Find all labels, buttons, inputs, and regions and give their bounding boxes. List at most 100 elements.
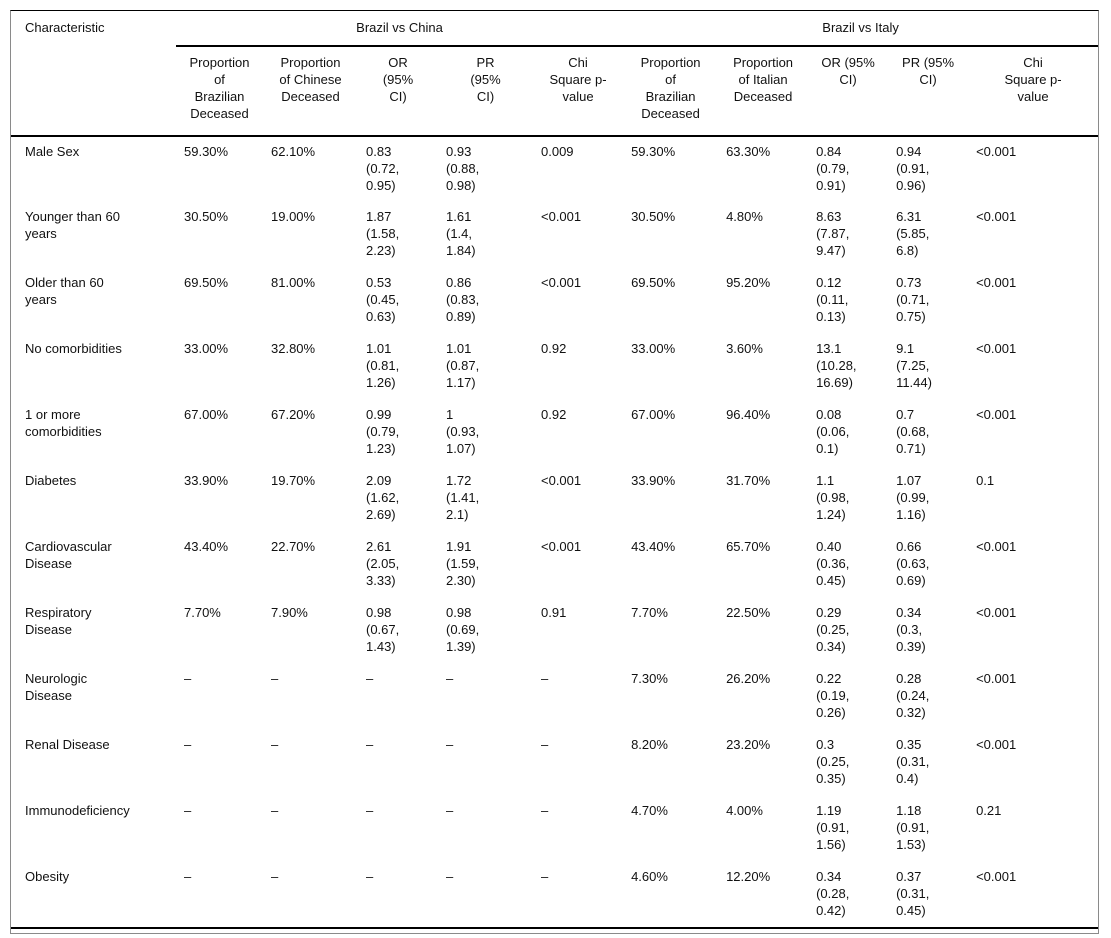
table-row: Obesity – – – – –4.60% 12.20% 0.34 (0.28, 0.42)… (11, 862, 1099, 929)
table-cell: 0.37 (0.31, 0.45) (888, 862, 969, 929)
table-cell: – (446, 737, 454, 752)
column-header-label: Proportion of Chinese Deceased (279, 55, 342, 104)
table-cell: 6.31 (5.85, 6.8) (896, 209, 930, 258)
table-cell: 23.20% (726, 737, 771, 752)
table-cell: 65.70% (726, 539, 771, 554)
table-cell: 33.90% (631, 473, 676, 488)
table-cell: 1.18 (0.91, 1.53) (896, 803, 930, 852)
table-cell: – (263, 862, 358, 929)
table-cell: 12.20% (718, 862, 809, 929)
table-cell: – (446, 671, 454, 686)
table-cell: 62.10% (271, 144, 316, 159)
column-header-label: OR (95% CI) (821, 55, 875, 87)
table-cell: 19.00% (271, 209, 316, 224)
table-cell: 1.87 (1.58, 2.23) (366, 209, 400, 258)
table-cell: 33.90% (184, 473, 229, 488)
table-cell: 69.50% (631, 275, 676, 290)
table-cell: – (271, 803, 279, 818)
table-cell: 1.01 (0.81, 1.26) (366, 341, 400, 390)
table-cell: – (366, 803, 374, 818)
table-cell: – (541, 803, 549, 818)
table-cell: 33.00% (184, 341, 229, 356)
table-cell: <0.001 (541, 473, 582, 488)
column-header-row: Proportion of Brazilian Deceased Proport… (11, 46, 1099, 137)
table-cell: 0.28 (0.24, 0.32) (896, 671, 930, 720)
table-cell: 26.20% (726, 671, 771, 686)
table-cell: <0.001 (976, 737, 1017, 752)
table-cell: 4.00% (726, 803, 763, 818)
table-cell: 43.40% (184, 539, 229, 554)
table-cell: – (184, 737, 192, 752)
table-cell: 67.00% (631, 407, 676, 422)
table-cell: – (358, 862, 438, 929)
table-cell: 0.99 (0.79, 1.23) (366, 407, 400, 456)
table-cell: <0.001 (976, 144, 1017, 159)
table-cell: 1.61 (1.4, 1.84) (446, 209, 476, 258)
table-cell: 1.1 (0.98, 1.24) (816, 473, 850, 522)
table-cell: <0.001 (976, 605, 1017, 620)
table-cell: – (541, 737, 549, 752)
table-cell: – (541, 671, 549, 686)
table-cell: 1.91 (1.59, 2.30) (446, 539, 480, 588)
table-cell: 1.01 (0.87, 1.17) (446, 341, 480, 390)
group-header-brazil-vs-italy: Brazil vs Italy (623, 11, 1099, 47)
table-cell: 0.29 (0.25, 0.34) (816, 605, 850, 654)
table-row: Younger than 60 years 30.50% 19.00% 1.87 (1… (11, 202, 1098, 268)
row-label: Neurologic Disease (25, 671, 88, 703)
row-label: 1 or more comorbidities (25, 407, 102, 439)
column-header-label: PR (95% CI) (470, 55, 501, 104)
table-cell: 30.50% (184, 209, 229, 224)
table-cell: 4.80% (726, 209, 763, 224)
table-header: Characteristic Brazil vs China Brazil vs… (11, 11, 1099, 137)
table-row: Immunodeficiency – – – – – 4.70% 4.00% 1.19 (0.9… (11, 796, 1098, 862)
column-header: Chi Square p-value (533, 46, 624, 137)
table-cell: 22.50% (726, 605, 771, 620)
table-cell: 22.70% (271, 539, 316, 554)
table-cell: 81.00% (271, 275, 316, 290)
table-cell: 0.22 (0.19, 0.26) (816, 671, 850, 720)
table-cell: 7.30% (631, 671, 668, 686)
table-cell: 8.20% (631, 737, 668, 752)
table-cell: 32.80% (271, 341, 316, 356)
column-header: PR (95% CI) (438, 46, 533, 137)
table-cell: <0.001 (976, 341, 1017, 356)
table-cell: – (184, 803, 192, 818)
table-cell: <0.001 (541, 209, 582, 224)
table-row: Older than 60 years 69.50% 81.00% 0.53 (0.4… (11, 268, 1098, 334)
table-cell: 0.34 (0.3, 0.39) (896, 605, 926, 654)
table-row: Neurologic Disease – – – – – 7.30% 26.20% 0.22 (… (11, 664, 1098, 730)
table-cell: 8.63 (7.87, 9.47) (816, 209, 850, 258)
column-header-label: Proportion of Italian Deceased (733, 55, 794, 104)
table-cell: – (446, 803, 454, 818)
table-cell: 1 (0.93, 1.07) (446, 407, 480, 456)
table-cell: 0.66 (0.63, 0.69) (896, 539, 930, 588)
column-header: Proportion of Chinese Deceased (263, 46, 358, 137)
row-label: Diabetes (25, 473, 77, 488)
table-cell: 59.30% (184, 144, 229, 159)
table-row: Cardiovascular Disease 43.40% 22.70% 2.61 (… (11, 532, 1098, 598)
table-cell: 31.70% (726, 473, 771, 488)
table-cell: 19.70% (271, 473, 316, 488)
table-cell: 0.3 (0.25, 0.35) (816, 737, 850, 786)
table-cell: 63.30% (726, 144, 771, 159)
group-header-brazil-vs-china: Brazil vs China (176, 11, 624, 47)
column-header: Proportion of Brazilian Deceased (623, 46, 719, 137)
table-cell: 0.7 (0.68, 0.71) (896, 407, 930, 456)
column-header: OR (95% CI) (808, 46, 889, 137)
table-cell: 0.40 (0.36, 0.45) (816, 539, 850, 588)
table-cell: – (366, 671, 374, 686)
table-cell: 4.70% (631, 803, 668, 818)
row-label: Younger than 60 years (25, 209, 120, 241)
table-cell: 69.50% (184, 275, 229, 290)
table-cell: <0.001 (976, 275, 1017, 290)
table-row: Renal Disease – – – – – 8.20% 23.20% 0.3 (0.25, … (11, 730, 1098, 796)
table-cell: – (366, 737, 374, 752)
table-cell: 2.09 (1.62, 2.69) (366, 473, 400, 522)
row-label: Male Sex (25, 144, 80, 159)
table-cell: 0.92 (541, 341, 567, 356)
row-label: Cardiovascular Disease (25, 539, 112, 571)
column-header-label: OR (95% CI) (382, 55, 414, 104)
characteristic-header: Characteristic (11, 11, 176, 137)
table-cell: 0.98 (0.69, 1.39) (446, 605, 480, 654)
table-cell: 30.50% (631, 209, 676, 224)
